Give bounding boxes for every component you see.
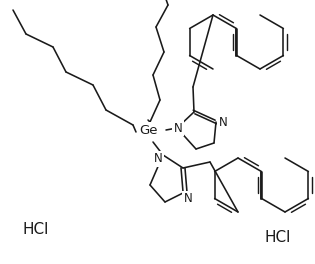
Text: HCl: HCl [22,223,49,238]
Text: N: N [154,153,162,166]
Text: N: N [184,192,192,205]
Text: N: N [219,116,227,129]
Text: Ge: Ge [139,124,157,136]
Text: N: N [174,121,182,134]
Text: HCl: HCl [265,230,291,246]
